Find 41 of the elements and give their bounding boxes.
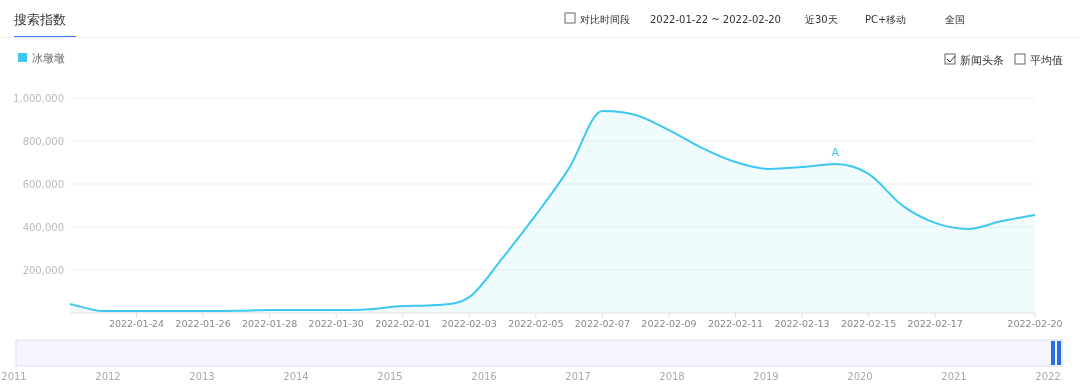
x-tick-label: 2022-02-20 [1007,318,1063,329]
text: 2018 [659,371,685,382]
text: 2021 [941,371,967,382]
x-tick-label: 2022-01-28 [242,318,298,329]
text: 2019 [753,371,779,382]
y-tick-label: 600,000 [22,179,64,190]
x-tick-label: 2022-01-30 [308,318,364,329]
text: 2022 [1035,371,1061,382]
legend-label: 冰墩墩 [32,52,65,65]
x-tick-label: 2022-02-11 [707,318,764,329]
y-tick-label: 800,000 [22,136,64,147]
x-tick-label: 2022-02-05 [508,318,564,329]
y-tick-label: 400,000 [22,222,64,233]
text: 2013 [189,371,215,382]
text: 2022-01-22 ~ 2022-02-20 [650,14,781,25]
text: 新闻头条 [960,54,1004,67]
x-tick-label: 2022-02-09 [641,318,697,329]
x-tick-label: 2022-02-13 [774,318,830,329]
y-tick-label: 1,000,000 [13,93,64,104]
text: 2012 [95,371,121,382]
text: PC+移动 [865,14,907,25]
text: 2011 [1,371,27,382]
text: 平均值 [1030,54,1063,67]
annotation: A [831,146,840,160]
x-tick-label: 2022-02-15 [841,318,897,329]
x-tick-label: 2022-02-17 [907,318,963,329]
text: 2016 [471,371,497,382]
text: 近30天 [805,14,838,25]
text: 2020 [847,371,873,382]
text: 2014 [283,371,309,382]
text: 2015 [377,371,403,382]
chart-title: 搜索指数 [14,12,66,27]
text: 2017 [565,371,591,382]
text: 对比时间段 [580,14,630,25]
x-tick-label: 2022-01-26 [175,318,231,329]
x-tick-label: 2022-01-24 [108,318,165,329]
y-tick-label: 200,000 [22,265,64,276]
x-tick-label: 2022-02-07 [574,318,631,329]
x-tick-label: 2022-02-01 [375,318,431,329]
x-tick-label: 2022-02-03 [441,318,497,329]
text: 全国 [945,14,965,25]
